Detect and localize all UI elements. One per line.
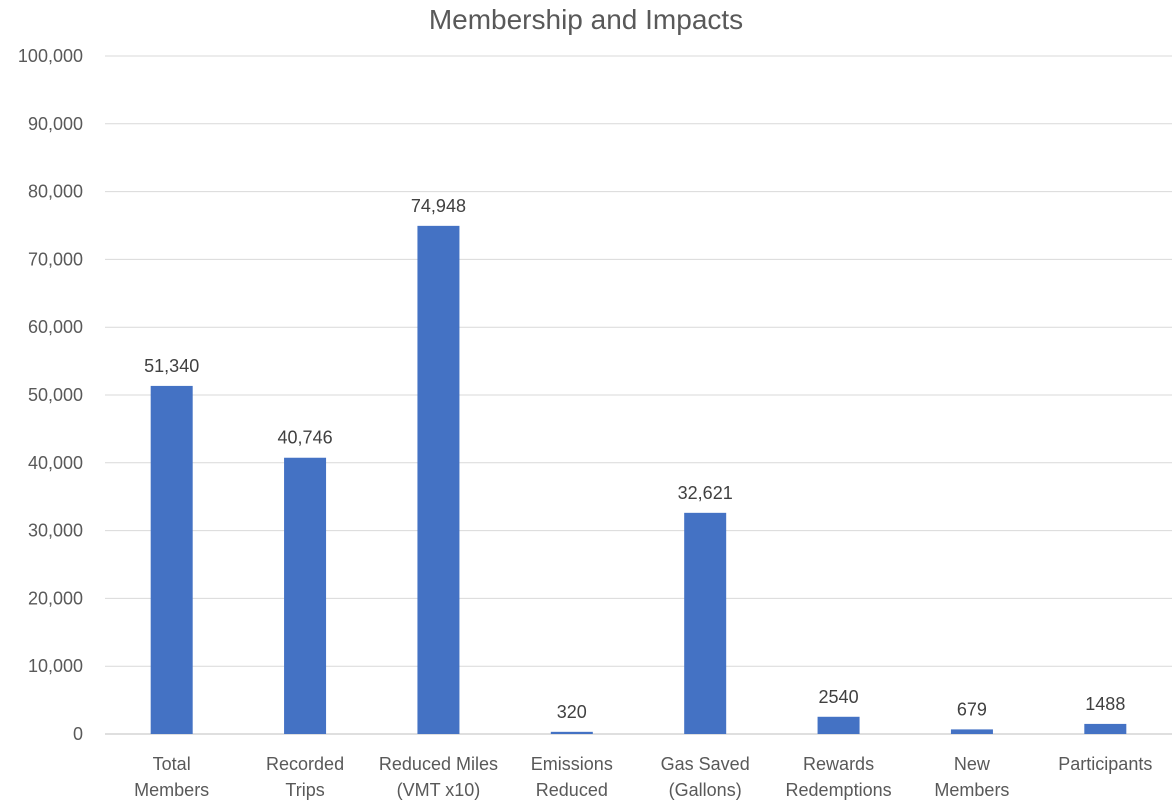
data-label: 679	[957, 699, 987, 719]
bar	[284, 457, 327, 734]
y-axis-tick-labels: 0 10,000 20,000 30,000 40,000 50,000 60,000 70,…	[18, 46, 83, 744]
y-tick-label: 10,000	[28, 656, 83, 676]
y-tick-label: 40,000	[28, 453, 83, 473]
y-tick-label: 0	[73, 724, 83, 744]
data-label: 1488	[1085, 694, 1125, 714]
y-tick-label: 20,000	[28, 588, 83, 608]
data-label: 40,746	[278, 428, 333, 448]
data-label: 320	[557, 702, 587, 722]
y-tick-label: 30,000	[28, 521, 83, 541]
category-label: Rewards Redemptions	[786, 754, 892, 800]
category-label: New Members	[934, 754, 1009, 800]
y-tick-label: 80,000	[28, 182, 83, 202]
data-labels: 51,340 40,746 74,948 320 32,621 2540 679 1488	[144, 196, 1125, 722]
y-tick-label: 100,000	[18, 46, 83, 66]
data-label: 51,340	[144, 356, 199, 376]
gridlines	[105, 55, 1172, 735]
y-tick-label: 90,000	[28, 114, 83, 134]
category-label: Gas Saved (Gallons)	[661, 754, 750, 800]
category-label: Emissions Reduced	[531, 754, 613, 800]
category-label: Recorded Trips	[266, 754, 344, 800]
y-tick-label: 70,000	[28, 249, 83, 269]
y-tick-label: 60,000	[28, 317, 83, 337]
category-label: Reduced Miles (VMT x10)	[379, 754, 498, 800]
bars	[150, 225, 1127, 735]
y-tick-label: 50,000	[28, 385, 83, 405]
bar	[950, 729, 993, 734]
bar	[550, 731, 593, 734]
data-label: 2540	[819, 687, 859, 707]
category-label: Participants	[1058, 754, 1152, 774]
category-labels: Total Members Recorded Trips Reduced Miles (V…	[134, 754, 1152, 800]
category-label: Total Members	[134, 754, 209, 800]
bar	[1084, 723, 1127, 734]
data-label: 32,621	[678, 483, 733, 503]
bar	[817, 716, 860, 734]
bar	[417, 225, 460, 735]
bar	[684, 512, 727, 734]
data-label: 74,948	[411, 196, 466, 216]
chart-title: Membership and Impacts	[428, 4, 744, 35]
bar	[150, 385, 193, 734]
